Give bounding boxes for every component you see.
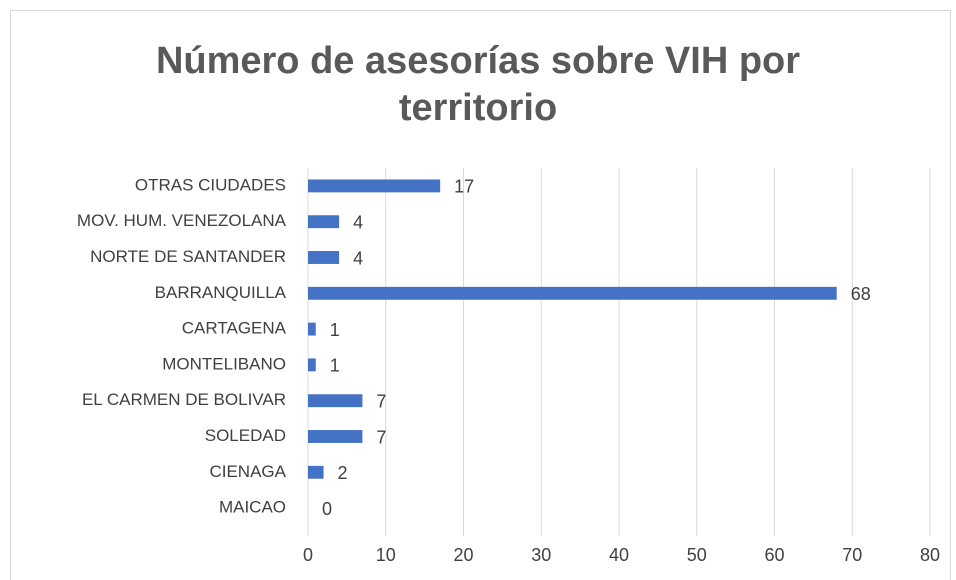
x-tick-label: 20 xyxy=(453,545,473,565)
y-tick-label: MONTELIBANO xyxy=(162,354,286,373)
bar xyxy=(308,465,324,479)
x-tick-label: 0 xyxy=(303,545,313,565)
data-label: 68 xyxy=(851,284,871,304)
bar xyxy=(308,322,316,336)
y-tick-label: OTRAS CIUDADES xyxy=(135,175,286,194)
y-tick-label: BARRANQUILLA xyxy=(155,283,287,302)
data-label: 7 xyxy=(376,427,386,447)
y-tick-label: MOV. HUM. VENEZOLANA xyxy=(77,211,287,230)
data-label: 4 xyxy=(353,248,363,268)
x-tick-label: 70 xyxy=(842,545,862,565)
data-label: 1 xyxy=(330,320,340,340)
y-tick-label: MAICAO xyxy=(219,498,286,517)
y-tick-label: CIENAGA xyxy=(209,462,286,481)
x-tick-label: 50 xyxy=(687,545,707,565)
chart-title: Número de asesorías sobre VIH por territ… xyxy=(155,40,801,129)
chart-border xyxy=(10,10,951,580)
bar xyxy=(308,179,441,193)
data-label: 7 xyxy=(376,391,386,411)
x-tick-label: 10 xyxy=(376,545,396,565)
x-tick-label: 80 xyxy=(920,545,940,565)
bar xyxy=(308,430,363,443)
y-tick-label: NORTE DE SANTANDER xyxy=(90,247,286,266)
bar xyxy=(308,394,363,408)
data-label: 0 xyxy=(322,499,332,519)
x-tick-label: 40 xyxy=(609,545,629,565)
data-label: 17 xyxy=(454,177,474,197)
data-label: 4 xyxy=(353,212,363,232)
y-tick-label: CARTAGENA xyxy=(182,319,287,338)
bar xyxy=(308,286,837,300)
x-tick-label: 60 xyxy=(764,545,784,565)
bar xyxy=(308,215,340,229)
y-tick-label: SOLEDAD xyxy=(205,426,286,445)
data-label: 1 xyxy=(330,356,340,376)
data-label: 2 xyxy=(338,463,348,483)
bar xyxy=(308,251,340,264)
y-tick-label: EL CARMEN DE BOLIVAR xyxy=(82,390,286,409)
bar xyxy=(308,358,316,372)
x-tick-label: 30 xyxy=(531,545,551,565)
